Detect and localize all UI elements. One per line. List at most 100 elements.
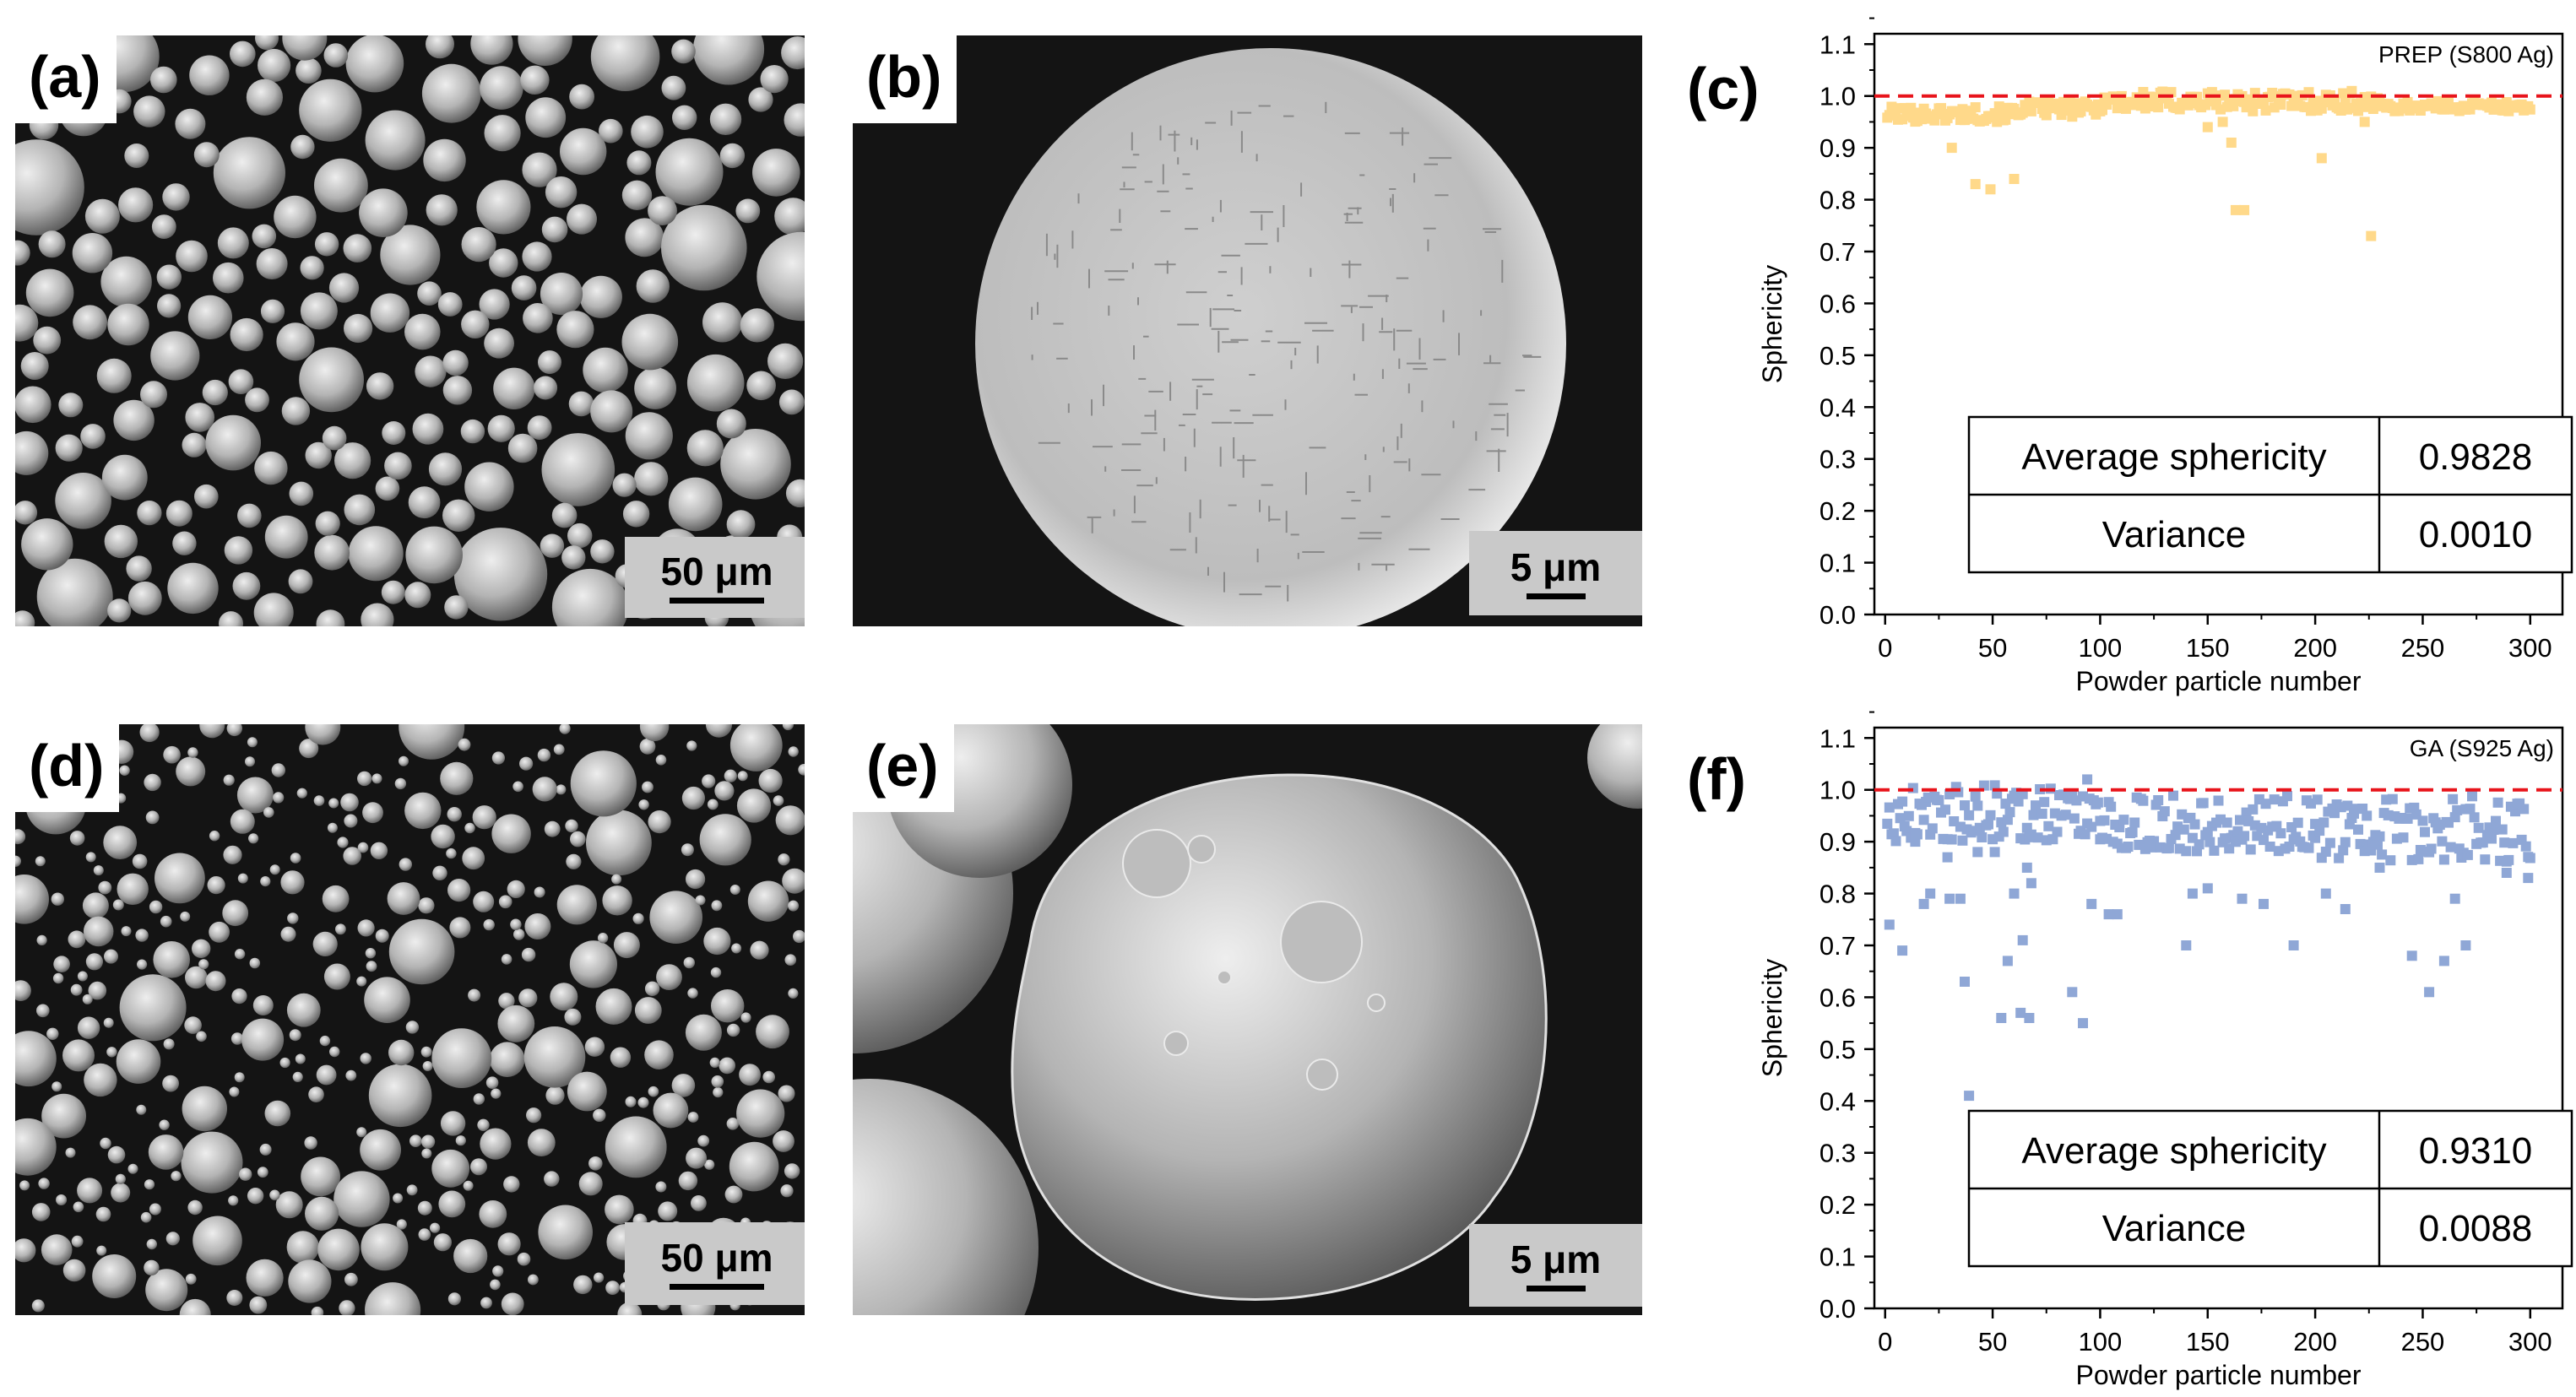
data-point bbox=[2398, 832, 2409, 843]
scale-bar-text-d: 50 μm bbox=[660, 1235, 773, 1280]
powder-particle bbox=[299, 347, 364, 413]
data-point bbox=[2510, 806, 2520, 817]
powder-particle bbox=[691, 1195, 707, 1211]
powder-particle bbox=[785, 479, 805, 508]
x-tick-label: 50 bbox=[1978, 633, 2007, 663]
powder-particle bbox=[736, 788, 772, 823]
data-point bbox=[2121, 103, 2131, 114]
powder-particle bbox=[568, 391, 594, 417]
powder-particle bbox=[340, 793, 359, 812]
powder-particle bbox=[357, 771, 372, 787]
data-point bbox=[2209, 845, 2220, 856]
y-tick-label: 0.7 bbox=[1819, 237, 1856, 267]
powder-particle bbox=[610, 1047, 632, 1068]
powder-particle bbox=[305, 1196, 339, 1231]
powder-particle bbox=[426, 35, 454, 59]
powder-particle bbox=[255, 35, 279, 51]
data-point-outlier bbox=[2017, 934, 2028, 945]
powder-particle bbox=[798, 764, 805, 776]
powder-particle bbox=[556, 311, 594, 349]
powder-particle bbox=[396, 1219, 407, 1230]
y-tick-label: 0.1 bbox=[1819, 1243, 1856, 1272]
powder-particle bbox=[193, 142, 220, 168]
data-point bbox=[2448, 793, 2459, 804]
data-point bbox=[2430, 103, 2441, 114]
powder-particle bbox=[461, 227, 496, 263]
powder-particle bbox=[605, 1194, 634, 1225]
powder-particle bbox=[356, 976, 367, 987]
powder-particle bbox=[95, 1206, 111, 1222]
y-tick-label: 1.1 bbox=[1819, 30, 1856, 59]
data-point bbox=[2438, 854, 2449, 865]
data-point bbox=[2497, 824, 2508, 835]
powder-particle bbox=[83, 916, 114, 947]
powder-particle bbox=[185, 403, 214, 432]
powder-particle bbox=[344, 494, 376, 526]
powder-particle bbox=[566, 853, 582, 869]
data-point-outlier bbox=[2501, 868, 2512, 878]
powder-particle bbox=[160, 915, 172, 928]
data-point bbox=[2153, 102, 2164, 113]
x-tick-label: 250 bbox=[2401, 633, 2445, 663]
powder-particle bbox=[52, 972, 64, 984]
powder-particle bbox=[140, 1211, 152, 1223]
powder-particle bbox=[639, 724, 670, 742]
data-point-outlier bbox=[2366, 230, 2377, 241]
y-tick-label: 0.4 bbox=[1819, 393, 1856, 422]
powder-particle bbox=[344, 313, 373, 344]
plot-frame bbox=[1873, 726, 2564, 1310]
powder-particle bbox=[444, 595, 469, 620]
powder-particle bbox=[399, 755, 409, 766]
powder-particle bbox=[773, 795, 784, 806]
powder-particle bbox=[51, 892, 64, 906]
x-axis-label: Powder particle number bbox=[2076, 1360, 2362, 1390]
powder-particle bbox=[464, 822, 475, 834]
data-point bbox=[2334, 853, 2345, 864]
data-point bbox=[2387, 793, 2398, 804]
powder-particle bbox=[305, 724, 341, 745]
data-point-outlier bbox=[2026, 878, 2036, 889]
powder-particle bbox=[522, 152, 557, 187]
powder-particle bbox=[304, 1136, 317, 1150]
powder-particle bbox=[171, 1171, 182, 1182]
powder-particle bbox=[489, 1042, 525, 1077]
powder-particle bbox=[357, 919, 375, 937]
powder-particle bbox=[140, 381, 167, 409]
powder-particle bbox=[15, 501, 38, 525]
data-point-outlier bbox=[1964, 1091, 1975, 1102]
data-point bbox=[2129, 817, 2140, 828]
powder-particle bbox=[121, 926, 132, 937]
powder-particle bbox=[773, 1130, 794, 1152]
powder-particle bbox=[344, 814, 358, 828]
powder-particle bbox=[258, 48, 291, 83]
powder-particle bbox=[323, 963, 350, 990]
powder-particle bbox=[781, 36, 805, 70]
data-point-outlier bbox=[2024, 1013, 2035, 1023]
powder-particle bbox=[586, 810, 652, 876]
powder-particle bbox=[264, 1100, 291, 1127]
powder-particle bbox=[634, 367, 676, 409]
powder-particle bbox=[73, 1201, 84, 1213]
powder-particle bbox=[157, 294, 182, 318]
data-point bbox=[2377, 849, 2388, 860]
powder-particle bbox=[638, 799, 649, 810]
data-point bbox=[1890, 836, 1901, 847]
powder-particle bbox=[301, 1156, 340, 1197]
sem-particles-a bbox=[15, 35, 805, 626]
data-point-outlier bbox=[1960, 977, 1970, 987]
powder-particle bbox=[762, 1070, 775, 1084]
powder-particle bbox=[513, 929, 525, 940]
powder-particle bbox=[344, 1272, 358, 1286]
panel-label-e: (e) bbox=[853, 724, 954, 812]
powder-particle bbox=[36, 934, 47, 945]
powder-particle bbox=[84, 1063, 117, 1097]
powder-particle bbox=[388, 918, 455, 985]
powder-particle bbox=[625, 218, 664, 257]
powder-particle bbox=[497, 1232, 521, 1256]
powder-particle bbox=[31, 1299, 45, 1313]
x-tick-label: 150 bbox=[2186, 1327, 2230, 1356]
powder-particle bbox=[371, 773, 382, 784]
powder-particle bbox=[541, 216, 568, 243]
powder-particle bbox=[491, 814, 531, 853]
powder-particle bbox=[252, 995, 274, 1015]
